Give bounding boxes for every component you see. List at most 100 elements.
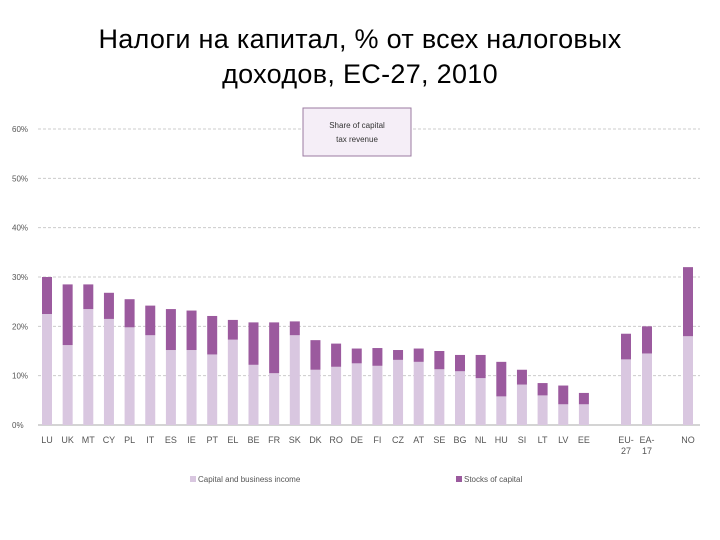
bar-segment-fi-stocks bbox=[372, 348, 383, 366]
bar-segment-si-capital-income bbox=[516, 384, 527, 425]
stacked-bar-chart: 0% 10% 20% 30% 40% 50% 60% LU UK MT CY PL IT ES IE PT E… bbox=[12, 107, 700, 484]
x-tick-label: FR bbox=[268, 435, 280, 445]
x-tick-label: SK bbox=[289, 435, 301, 445]
bar-segment-lt-stocks bbox=[537, 383, 548, 396]
y-tick-label: 40% bbox=[12, 224, 28, 233]
bar-segment-lv-capital-income bbox=[558, 404, 569, 425]
bar-segment-el-stocks bbox=[227, 319, 238, 340]
bar-segment-ie-stocks bbox=[186, 310, 197, 351]
bar-segment-ee-stocks bbox=[578, 392, 589, 405]
bar-segment-at-capital-income bbox=[413, 361, 424, 425]
bar-segment-sk-capital-income bbox=[289, 335, 300, 425]
bar-segment-dk-capital-income bbox=[310, 369, 321, 425]
x-tick-label: SI bbox=[518, 435, 527, 445]
bar-segment-it-stocks bbox=[145, 305, 156, 336]
bar-segment-ro-stocks bbox=[331, 343, 342, 367]
bar-segment-de-capital-income bbox=[351, 363, 362, 425]
x-tick-label: ES bbox=[165, 435, 177, 445]
y-tick-label: 20% bbox=[12, 322, 28, 331]
bar-segment-bg-stocks bbox=[455, 354, 465, 372]
bar-segment-hu-capital-income bbox=[496, 396, 507, 425]
title-line-1: Налоги на капитал, % от всех налоговых bbox=[98, 24, 622, 54]
x-tick-label: AT bbox=[413, 435, 424, 445]
x-tick-label: IT bbox=[146, 435, 155, 445]
chart-title: Налоги на капитал, % от всех налоговых д… bbox=[0, 22, 720, 92]
bar-segment-pt-capital-income bbox=[207, 354, 218, 425]
x-tick-label: BE bbox=[247, 435, 259, 445]
bar-segment-it-capital-income bbox=[145, 335, 156, 425]
bar-segment-sk-stocks bbox=[289, 321, 300, 336]
bar-segment-be-stocks bbox=[248, 322, 259, 365]
bar-segment-lu-stocks bbox=[42, 277, 52, 314]
bar-segment-es-stocks bbox=[165, 309, 176, 351]
bar-segment-pl-stocks bbox=[124, 299, 135, 328]
x-tick-label: PL bbox=[124, 435, 135, 445]
x-tick-label: NO bbox=[681, 435, 695, 445]
bar-segment-nl-stocks bbox=[475, 354, 486, 379]
bar-segment-be-capital-income bbox=[248, 364, 259, 425]
bar-segment-mt-capital-income bbox=[83, 309, 94, 425]
grid-layer bbox=[38, 128, 700, 426]
bar-segment-el-capital-income bbox=[227, 339, 238, 425]
x-tick-label: IE bbox=[187, 435, 196, 445]
bar-segment-ee-capital-income bbox=[578, 404, 589, 425]
chart-annotation-box: Share of capital tax revenue bbox=[302, 107, 412, 157]
y-tick-label: 60% bbox=[12, 125, 28, 134]
bar-segment-bg-capital-income bbox=[455, 371, 465, 425]
bar-segment-pt-stocks bbox=[207, 315, 218, 355]
legend: Capital and business income Stocks of ca… bbox=[190, 475, 522, 484]
x-tick-label: EA-17 bbox=[639, 435, 654, 456]
bar-segment-fr-stocks bbox=[269, 322, 280, 374]
x-tick-label: LU bbox=[41, 435, 53, 445]
bar-segment-ro-capital-income bbox=[331, 366, 342, 425]
bar-segment-at-stocks bbox=[413, 348, 424, 362]
bar-segment-fr-capital-income bbox=[269, 373, 280, 425]
x-tick-label: DE bbox=[350, 435, 363, 445]
x-tick-label: DK bbox=[309, 435, 322, 445]
legend-swatch-capital-income bbox=[190, 476, 196, 482]
bar-segment-cy-capital-income bbox=[103, 318, 114, 425]
x-axis: LU UK MT CY PL IT ES IE PT EL BE FR SK DK RO DE FI CZ AT SE… bbox=[41, 435, 695, 456]
x-tick-label: EE bbox=[578, 435, 590, 445]
bar-segment-lu-capital-income bbox=[42, 314, 52, 425]
bar-segment-nl-capital-income bbox=[475, 378, 486, 425]
x-tick-label: LV bbox=[558, 435, 568, 445]
title-line-2: доходов, ЕС-27, 2010 bbox=[222, 59, 498, 89]
x-tick-label: UK bbox=[61, 435, 74, 445]
x-tick-label: EU-27 bbox=[618, 435, 634, 456]
x-tick-label: NL bbox=[475, 435, 487, 445]
bar-segment-no-stocks bbox=[683, 267, 693, 337]
bars bbox=[42, 267, 693, 425]
bar-segment-cy-stocks bbox=[103, 292, 114, 319]
x-tick-label: SE bbox=[433, 435, 445, 445]
bar-segment-ea-17-stocks bbox=[642, 326, 652, 354]
bar-segment-ea-17-capital-income bbox=[642, 353, 652, 425]
bar-segment-mt-stocks bbox=[83, 284, 94, 310]
y-tick-label: 10% bbox=[12, 372, 28, 381]
x-tick-label: BG bbox=[453, 435, 466, 445]
bar-segment-cz-capital-income bbox=[393, 359, 404, 425]
x-tick-label: LT bbox=[538, 435, 548, 445]
legend-label-stocks: Stocks of capital bbox=[464, 475, 522, 484]
bar-segment-se-stocks bbox=[434, 351, 445, 370]
bar-segment-si-stocks bbox=[516, 369, 527, 385]
bar-segment-de-stocks bbox=[351, 348, 362, 364]
x-tick-label: EL bbox=[227, 435, 238, 445]
x-tick-label: RO bbox=[329, 435, 343, 445]
annotation-line-2: tax revenue bbox=[336, 135, 378, 144]
y-tick-label: 0% bbox=[12, 421, 24, 430]
bar-segment-se-capital-income bbox=[434, 369, 445, 425]
y-tick-label: 50% bbox=[12, 174, 28, 183]
bar-segment-lv-stocks bbox=[558, 385, 569, 405]
legend-label-capital-income: Capital and business income bbox=[198, 475, 301, 484]
y-tick-label: 30% bbox=[12, 273, 28, 282]
bar-segment-eu-27-capital-income bbox=[621, 359, 631, 425]
legend-swatch-stocks bbox=[456, 476, 462, 482]
bar-segment-no-capital-income bbox=[683, 336, 693, 425]
bar-segment-hu-stocks bbox=[496, 361, 507, 397]
bar-segment-cz-stocks bbox=[393, 350, 404, 360]
bar-segment-uk-stocks bbox=[62, 284, 73, 346]
x-tick-label: PT bbox=[206, 435, 218, 445]
bar-segment-ie-capital-income bbox=[186, 350, 197, 425]
bar-segment-es-capital-income bbox=[165, 350, 176, 425]
